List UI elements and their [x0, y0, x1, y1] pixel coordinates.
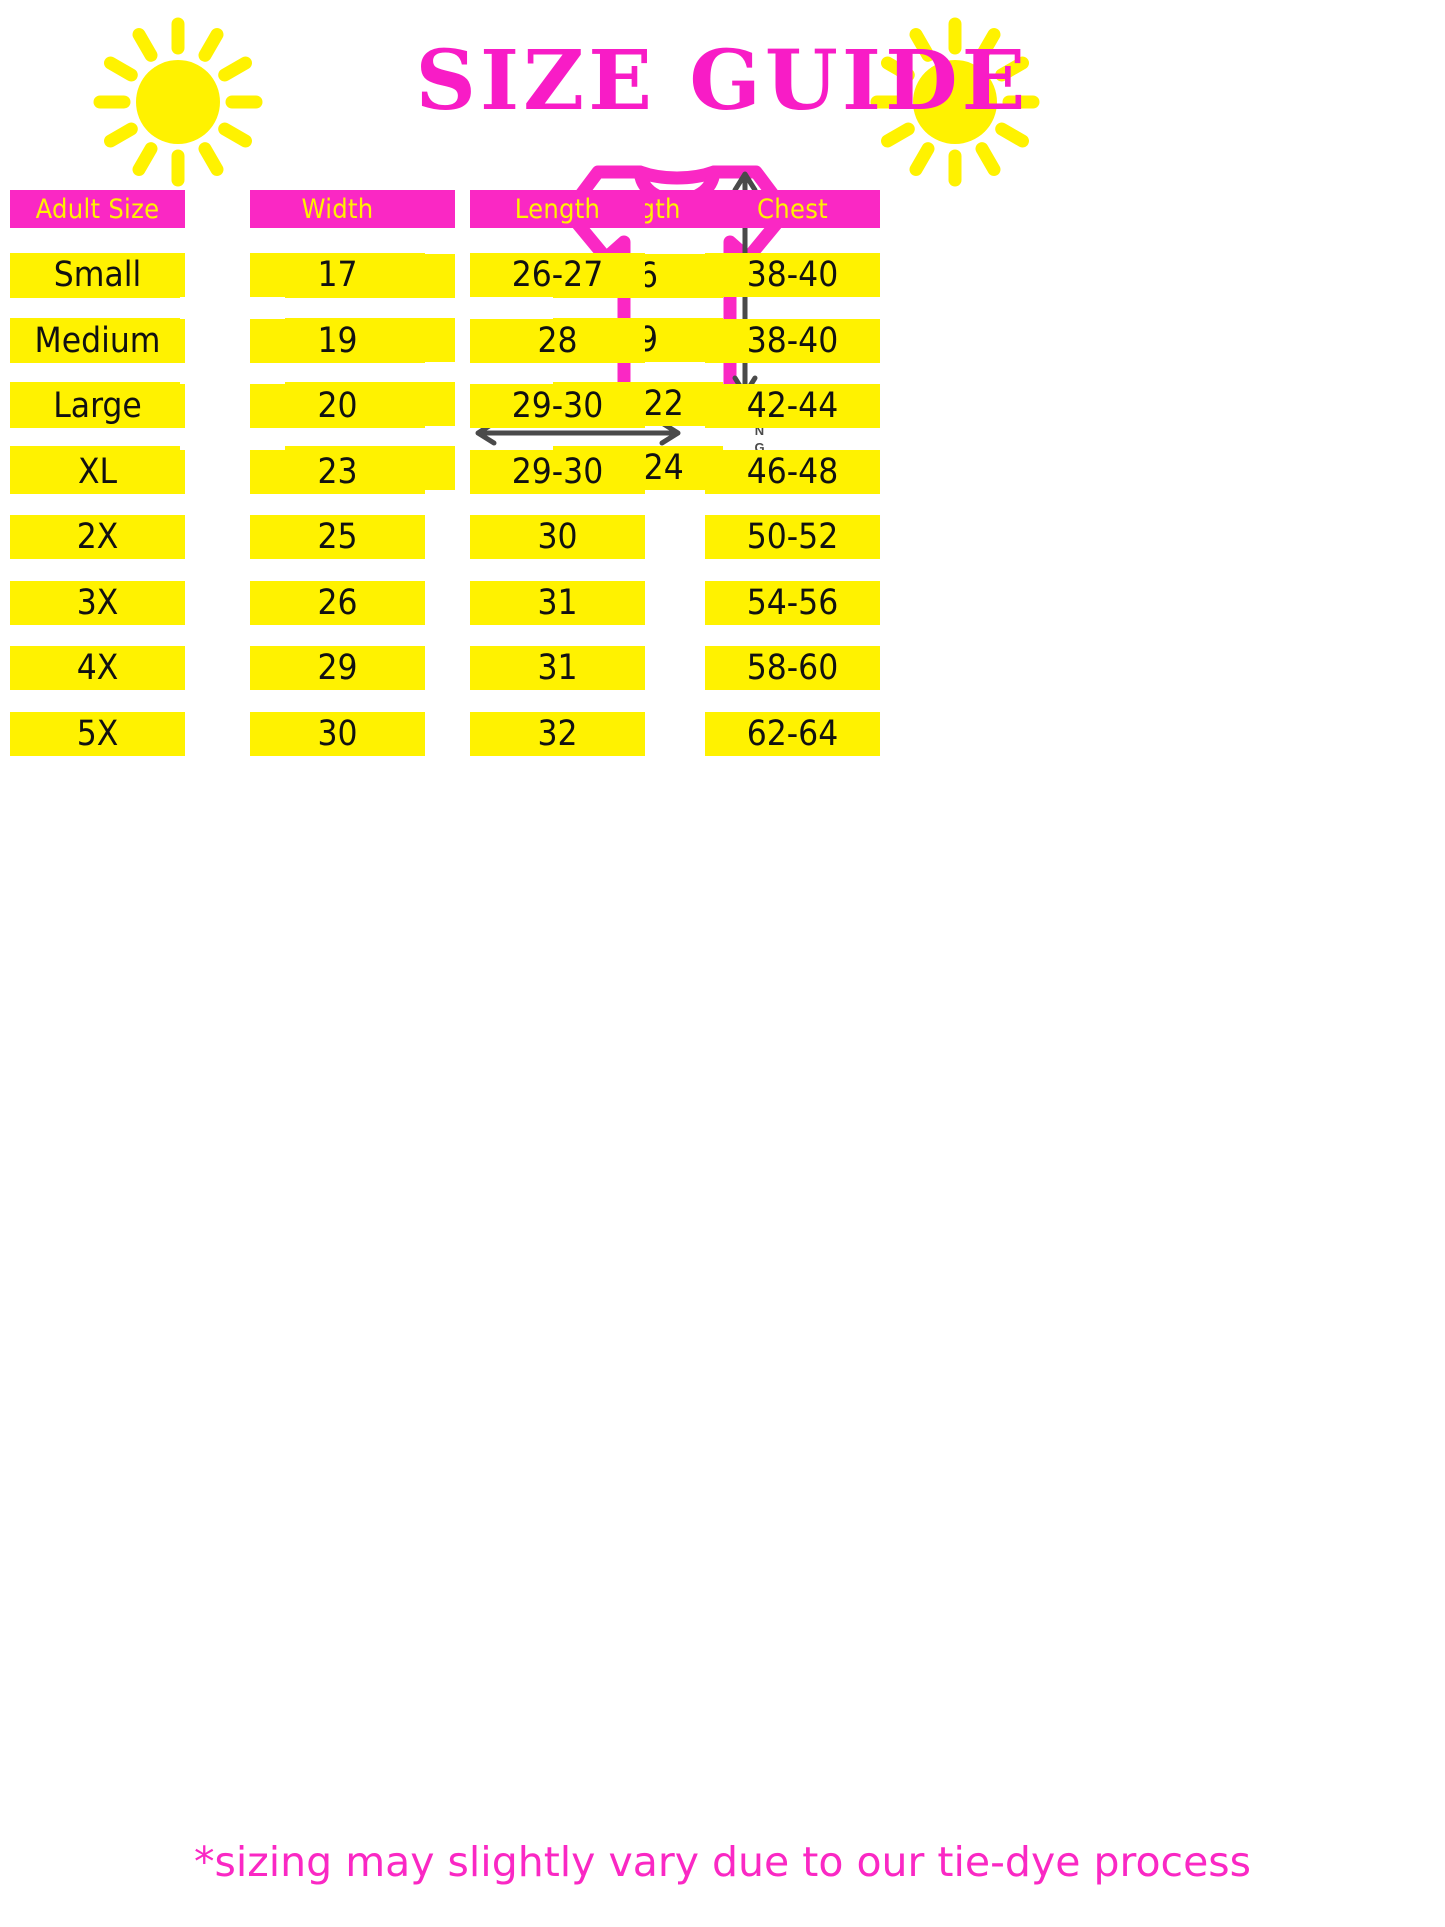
measurement-cell: 28	[470, 318, 645, 363]
footnote: *sizing may slightly vary due to our tie…	[193, 1838, 1252, 1886]
column-header: Chest	[705, 190, 880, 228]
measurement-cell: 32	[470, 711, 645, 756]
measurement-cell: 31	[470, 580, 645, 625]
size-label-cell: Medium	[10, 318, 185, 363]
size-label-cell: 2X	[10, 515, 185, 559]
column-header: Length	[470, 190, 645, 228]
measurement-cell: 50-52	[705, 515, 880, 559]
measurement-cell: 29	[250, 646, 425, 690]
measurement-cell: 62-64	[705, 711, 880, 756]
sun-icon	[78, 2, 278, 202]
column-header: Adult Size	[10, 190, 185, 228]
measurement-cell: 38-40	[705, 253, 880, 297]
measurement-cell: 30	[470, 515, 645, 559]
measurement-cell: 20	[250, 384, 425, 428]
measurement-cell: 19	[250, 318, 425, 363]
page-title: SIZE GUIDE	[415, 33, 1030, 129]
measurement-cell: 17	[250, 253, 425, 297]
measurement-cell: 58-60	[705, 646, 880, 690]
header: SIZE GUIDE	[0, 0, 1445, 190]
measurement-cell: 29-30	[470, 449, 645, 494]
measurement-cell: 26	[250, 580, 425, 625]
measurement-cell: 38-40	[705, 318, 880, 363]
measurement-cell: 26-27	[470, 253, 645, 297]
measurement-cell: 42-44	[705, 384, 880, 428]
size-label-cell: 5X	[10, 711, 185, 756]
measurement-cell: 25	[250, 515, 425, 559]
measurement-cell: 46-48	[705, 449, 880, 494]
sun-icon	[855, 2, 1055, 202]
size-label-cell: XL	[10, 449, 185, 494]
measurement-cell: 54-56	[705, 580, 880, 625]
measurement-cell: 31	[470, 646, 645, 690]
measurement-cell: 30	[250, 711, 425, 756]
measurement-cell: 23	[250, 449, 425, 494]
size-label-cell: Small	[10, 253, 185, 297]
column-header: Width	[250, 190, 425, 228]
size-label-cell: Large	[10, 384, 185, 428]
size-label-cell: 3X	[10, 580, 185, 625]
size-label-cell: 4X	[10, 646, 185, 690]
measurement-cell: 29-30	[470, 384, 645, 428]
